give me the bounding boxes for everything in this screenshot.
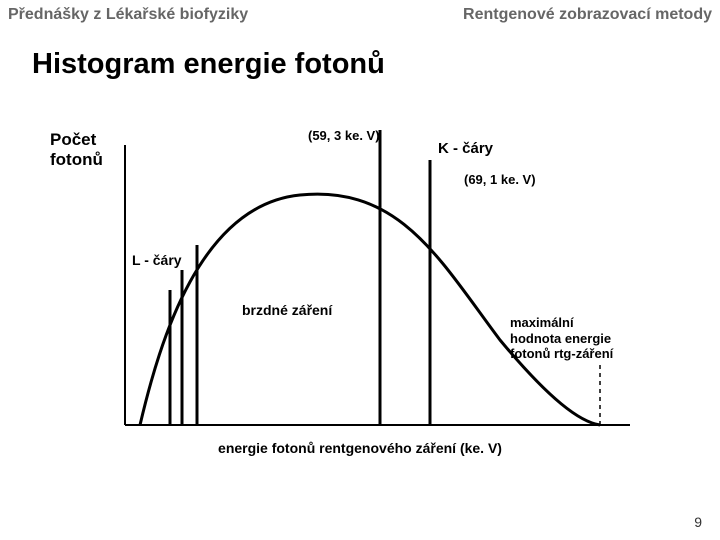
header-right: Rentgenové zobrazovací metody (463, 6, 712, 24)
header-left: Přednášky z Lékařské biofyziky (8, 6, 248, 24)
bremsstrahlung-curve (140, 194, 600, 425)
y-axis-label: Počet fotonů (50, 130, 103, 170)
max-energy-label: maximální hodnota energie fotonů rtg-zář… (510, 315, 613, 362)
slide-title: Histogram energie fotonů (32, 48, 385, 81)
k-lines-label: K - čáry (438, 140, 493, 157)
l-lines-label: L - čáry (132, 252, 182, 268)
bremsstrahlung-label: brzdné záření (242, 302, 332, 318)
page-number: 9 (694, 514, 702, 530)
spike-lines (170, 130, 430, 425)
slide: Přednášky z Lékařské biofyziky Rentgenov… (0, 0, 720, 540)
max-line3: fotonů rtg-záření (510, 346, 613, 361)
x-axis-label: energie fotonů rentgenového záření (ke. … (70, 440, 650, 456)
ylabel-line1: Počet (50, 130, 96, 149)
max-line2: hodnota energie (510, 331, 611, 346)
ylabel-line2: fotonů (50, 150, 103, 169)
peak-691-label: (69, 1 ke. V) (464, 172, 536, 187)
peak-593-label: (59, 3 ke. V) (308, 128, 380, 143)
chart-area: Počet fotonů (59, 3 ke. V) K - čáry (69,… (70, 110, 650, 490)
max-line1: maximální (510, 315, 574, 330)
histogram-chart (70, 110, 650, 490)
